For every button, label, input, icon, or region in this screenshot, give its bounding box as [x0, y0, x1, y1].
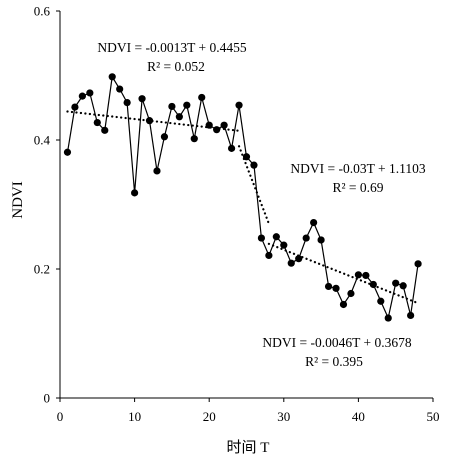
data-point	[213, 126, 221, 134]
data-series	[63, 73, 422, 322]
data-point	[250, 161, 258, 169]
data-point	[93, 118, 101, 127]
data-point	[108, 73, 116, 81]
y-tick-label: 0.2	[34, 262, 50, 277]
x-tick-label: 50	[427, 409, 440, 424]
data-point	[86, 89, 94, 97]
x-tick-label: 40	[352, 409, 365, 424]
data-point	[168, 102, 176, 111]
x-tick-label: 20	[203, 409, 216, 424]
plot-area	[59, 11, 433, 399]
data-point	[354, 271, 362, 279]
data-point	[339, 300, 348, 309]
y-axis-title: NDVI	[10, 181, 26, 219]
trend-1-equation: NDVI = -0.0013T + 0.4455	[97, 40, 246, 55]
data-point	[302, 234, 310, 242]
data-point	[153, 167, 161, 175]
y-tick-label: 0.6	[34, 4, 51, 19]
data-point	[227, 144, 236, 152]
data-point	[101, 126, 109, 134]
data-point	[362, 271, 370, 280]
data-point	[280, 241, 288, 249]
data-point	[317, 236, 325, 244]
data-point	[272, 233, 280, 241]
x-tick-label: 10	[128, 409, 141, 424]
data-point	[310, 218, 318, 227]
y-tick-label: 0	[44, 391, 51, 406]
data-point	[198, 93, 206, 102]
data-point	[242, 153, 251, 161]
trendline-3	[267, 242, 420, 305]
axis-ticks: 0 10 20 30 40 50 0 0.2 0.4 0.6	[34, 4, 440, 425]
data-point	[332, 284, 340, 292]
data-point	[399, 282, 407, 290]
y-tick-label: 0.4	[34, 133, 51, 148]
data-point	[257, 234, 266, 242]
data-point	[160, 133, 169, 141]
trend-1-r2: R² = 0.052	[147, 59, 205, 74]
data-point	[392, 279, 400, 287]
data-point	[220, 121, 228, 129]
data-point	[287, 259, 295, 267]
trend-2-r2: R² = 0.69	[332, 180, 383, 195]
x-tick-label: 0	[57, 409, 64, 424]
data-point	[265, 251, 273, 260]
trend-3-r2: R² = 0.395	[305, 354, 363, 369]
data-point	[369, 280, 377, 289]
data-point	[235, 101, 243, 109]
data-point	[78, 92, 86, 100]
data-point	[138, 95, 146, 103]
data-point	[347, 289, 355, 298]
data-point	[324, 282, 333, 291]
data-point	[205, 121, 213, 129]
data-point	[175, 113, 183, 121]
trend-2-equation: NDVI = -0.03T + 1.1103	[290, 161, 425, 176]
data-point	[384, 314, 392, 322]
data-point	[183, 101, 191, 109]
data-point	[190, 135, 198, 143]
data-point	[414, 260, 422, 268]
data-point	[407, 311, 415, 320]
data-point	[295, 255, 303, 263]
x-axis-title: 时间 T	[227, 439, 270, 456]
data-point	[131, 189, 139, 197]
data-point	[145, 117, 154, 125]
data-point	[71, 103, 79, 111]
data-point	[63, 148, 72, 156]
data-point	[123, 98, 131, 107]
data-point	[377, 297, 385, 305]
data-point	[116, 85, 124, 93]
trend-3-equation: NDVI = -0.0046T + 0.3678	[262, 335, 411, 350]
x-tick-label: 30	[277, 409, 290, 424]
